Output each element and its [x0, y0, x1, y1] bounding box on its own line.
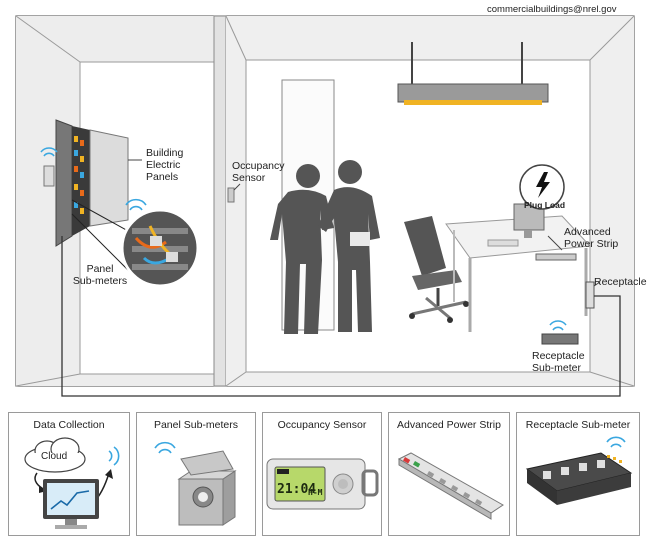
cloud-label: Cloud	[41, 451, 68, 462]
left-ceiling-edge	[15, 15, 81, 63]
left-floor-edge	[15, 373, 81, 387]
lightning-bolt-icon	[536, 172, 550, 198]
dividing-wall	[213, 15, 227, 387]
label-receptacle: Receptacle	[594, 276, 647, 288]
card-data-collection: Data Collection Cloud	[8, 412, 130, 536]
sensor-display-time: 21:04	[277, 482, 317, 497]
receptacle-wifi-icon	[549, 320, 567, 331]
card-panel-submeters: Panel Sub-meters	[136, 412, 256, 536]
cloud-icon	[24, 437, 86, 473]
right-floor-edge-right	[589, 371, 635, 387]
ceiling-light-glow	[404, 100, 542, 105]
card-title-advanced-power-strip: Advanced Power Strip	[397, 419, 501, 431]
right-floor-edge-left	[225, 371, 247, 387]
card-title-receptacle-submeter: Receptacle Sub-meter	[525, 419, 631, 431]
power-strip-leader	[547, 235, 563, 251]
occupancy-sensor-device	[227, 187, 235, 203]
data-collection-illustration	[24, 437, 120, 529]
receptacle-leader	[593, 281, 601, 287]
current-transformer-icon	[177, 450, 237, 526]
receptacle-submeter-illustration	[525, 436, 633, 505]
occupancy-leader	[233, 183, 241, 191]
zoom-line-top	[71, 199, 131, 233]
receptacle-submeter-device	[541, 333, 579, 345]
card-receptacle-submeter: Receptacle Sub-meter	[516, 412, 640, 536]
card-advanced-power-strip: Advanced Power Strip	[388, 412, 510, 536]
panel-submeter-illustration	[154, 441, 237, 526]
wiring-line	[61, 236, 621, 397]
occupancy-sensor-illustration	[266, 458, 379, 510]
receptacle-card-wifi-icon	[606, 436, 626, 448]
ct-wifi-icon	[154, 441, 176, 454]
receptacle-device	[585, 281, 595, 309]
power-strip-unit	[397, 452, 504, 520]
panel-data-logger	[43, 165, 55, 187]
submeter-wifi-icon	[125, 198, 147, 211]
label-receptacle-submeter: Receptacle Sub-meter	[532, 350, 585, 374]
receptacle-submeter-unit	[525, 452, 633, 505]
occupancy-sensor-unit	[266, 458, 379, 510]
label-advanced-power-strip: Advanced Power Strip	[564, 226, 619, 250]
panel-wifi-icon	[40, 147, 58, 157]
card-title-panel-submeters: Panel Sub-meters	[153, 419, 239, 431]
ceiling-light	[397, 83, 549, 103]
cloud-wifi-icon	[108, 446, 120, 466]
card-occupancy-sensor: Occupancy Sensor 21:04 H-M	[262, 412, 382, 536]
advanced-power-strip-device	[535, 253, 577, 261]
label-building-electric-panels: Building Electric Panels	[146, 147, 184, 183]
card-title-data-collection: Data Collection	[33, 419, 105, 431]
desktop-monitor-icon	[43, 479, 99, 529]
right-ceiling-edge-left	[225, 15, 247, 61]
electric-panel-door	[89, 129, 129, 227]
label-plug-load: Plug Load	[524, 200, 566, 210]
panel-breakers	[74, 136, 84, 214]
people-silhouettes	[270, 160, 380, 334]
zoom-line-bottom	[71, 213, 131, 273]
power-strip-illustration	[397, 452, 504, 520]
label-panel-submeters: Panel Sub-meters	[72, 263, 128, 287]
card-title-occupancy-sensor: Occupancy Sensor	[277, 419, 367, 431]
submeter-zoom-detail	[132, 225, 188, 270]
label-occupancy-sensor: Occupancy Sensor	[232, 160, 285, 184]
electric-panel-box	[55, 119, 73, 247]
right-ceiling-edge-right	[589, 15, 635, 61]
contact-email: commercialbuildings@nrel.gov	[487, 4, 617, 15]
sensor-display-unit: H-M	[308, 488, 323, 497]
office-chair	[404, 216, 469, 323]
